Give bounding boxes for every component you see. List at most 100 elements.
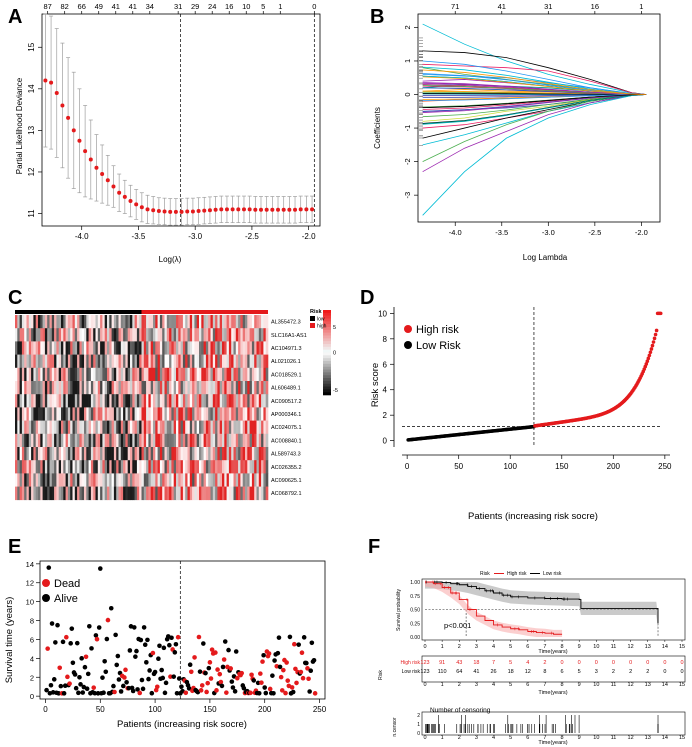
heatmap-cell	[164, 367, 168, 382]
risk-score-point	[647, 353, 652, 358]
heatmap-cell	[67, 315, 71, 329]
heatmap-cell	[155, 447, 158, 461]
heatmap-cell	[65, 341, 69, 355]
heatmap-cell	[224, 433, 227, 448]
heatmap-cell	[249, 354, 253, 369]
heatmap-cell	[24, 447, 27, 461]
heatmap-cell	[182, 447, 186, 461]
heatmap-cell	[95, 367, 99, 382]
heatmap-cell	[93, 328, 96, 342]
heatmap-cell	[134, 315, 138, 329]
heatmap-cell	[120, 381, 124, 395]
heatmap-cell	[169, 367, 172, 382]
risk-bar-low	[15, 310, 142, 314]
heatmap-cell	[136, 381, 140, 395]
chart-d-xlabel: Patients (increasing risk socre)	[468, 511, 598, 522]
heatmap-cell	[42, 394, 46, 408]
heatmap-cell	[146, 315, 149, 329]
km-x-tick-label: 8	[561, 644, 564, 650]
heatmap-cell	[178, 473, 181, 487]
deviance-point	[185, 209, 190, 214]
patient-point	[104, 636, 110, 642]
heatmap-cell	[130, 473, 133, 487]
heatmap-cell	[61, 367, 64, 382]
heatmap-cell	[58, 433, 62, 448]
heatmap-cell	[180, 381, 184, 395]
y-tick-label: 2	[383, 411, 388, 420]
heatmap-cell	[210, 460, 214, 474]
heatmap-cell	[169, 328, 172, 342]
heatmap-cell	[247, 420, 250, 435]
heatmap-cell	[173, 328, 177, 342]
heatmap-cell	[56, 447, 59, 461]
censor-xlabel: Time(years)	[538, 740, 567, 746]
heatmap-cell	[231, 473, 234, 487]
heatmap-cell	[228, 315, 232, 329]
heatmap-cell	[74, 433, 78, 448]
heatmap-cell	[219, 486, 223, 501]
heatmap-cell	[79, 367, 82, 382]
heatmap-cell	[44, 367, 48, 382]
heatmap-cell	[38, 354, 41, 369]
heatmap-cell	[141, 473, 145, 487]
heatmap-cell	[141, 447, 145, 461]
heatmap-cell	[28, 460, 32, 474]
y-tick-label: 14	[27, 84, 36, 93]
patient-point	[306, 676, 311, 682]
heatmap-cell	[15, 407, 18, 421]
heatmap-cell	[155, 460, 158, 474]
heatmap-cell	[104, 433, 108, 448]
deviance-point	[111, 184, 116, 189]
censor-x-tick-label: 7	[543, 735, 546, 741]
heatmap-cell	[178, 354, 181, 369]
heatmap-cell	[150, 460, 154, 474]
patient-point	[74, 640, 80, 646]
heatmap-cell	[143, 460, 147, 474]
top-axis-label: 34	[146, 2, 154, 11]
risk-table-value: 123	[420, 669, 429, 675]
heatmap-cell	[88, 447, 92, 461]
heatmap-cell	[134, 486, 138, 501]
heatmap-cell	[210, 354, 214, 369]
legend-high-risk-dot	[404, 325, 412, 333]
heatmap-cell	[15, 433, 18, 448]
heatmap-cell	[49, 315, 53, 329]
risk-x-tick-label: 7	[543, 682, 546, 688]
heatmap-cell	[210, 420, 214, 435]
heatmap-row-label: AC090517.2	[271, 399, 302, 405]
heatmap-cell	[54, 367, 57, 382]
heatmap-cell	[263, 486, 266, 501]
heatmap-cell	[176, 447, 179, 461]
heatmap-cell	[185, 315, 188, 329]
heatmap-cell	[79, 354, 82, 369]
heatmap-cell	[102, 341, 105, 355]
heatmap-cell	[38, 381, 41, 395]
heatmap-cell	[109, 328, 112, 342]
y-tick-label: 0	[403, 92, 412, 96]
heatmap-cell	[171, 473, 174, 487]
heatmap-cell	[19, 394, 23, 408]
heatmap-cell	[238, 433, 241, 448]
heatmap-cell	[104, 447, 108, 461]
x-tick-label: 50	[454, 462, 463, 471]
heatmap-cell	[208, 354, 211, 369]
heatmap-cell	[61, 447, 64, 461]
high-risk-curve	[425, 581, 563, 635]
heatmap-cell	[162, 367, 165, 382]
heatmap-cell	[111, 407, 115, 421]
heatmap-cell	[134, 460, 138, 474]
heatmap-cell	[58, 460, 62, 474]
heatmap-cell	[61, 341, 64, 355]
heatmap-cell	[24, 473, 27, 487]
censor-title: Number of censoring	[430, 707, 491, 714]
heatmap-cell	[77, 447, 80, 461]
heatmap-cell	[31, 420, 34, 435]
heatmap-cell	[90, 328, 94, 342]
heatmap-cell	[118, 486, 122, 501]
censor-x-tick-label: 8	[561, 735, 564, 741]
heatmap-cell	[139, 447, 142, 461]
heatmap-cell	[63, 433, 66, 448]
heatmap-cell	[100, 367, 103, 382]
heatmap-cell	[231, 433, 234, 448]
top-axis-label: 16	[591, 2, 599, 11]
